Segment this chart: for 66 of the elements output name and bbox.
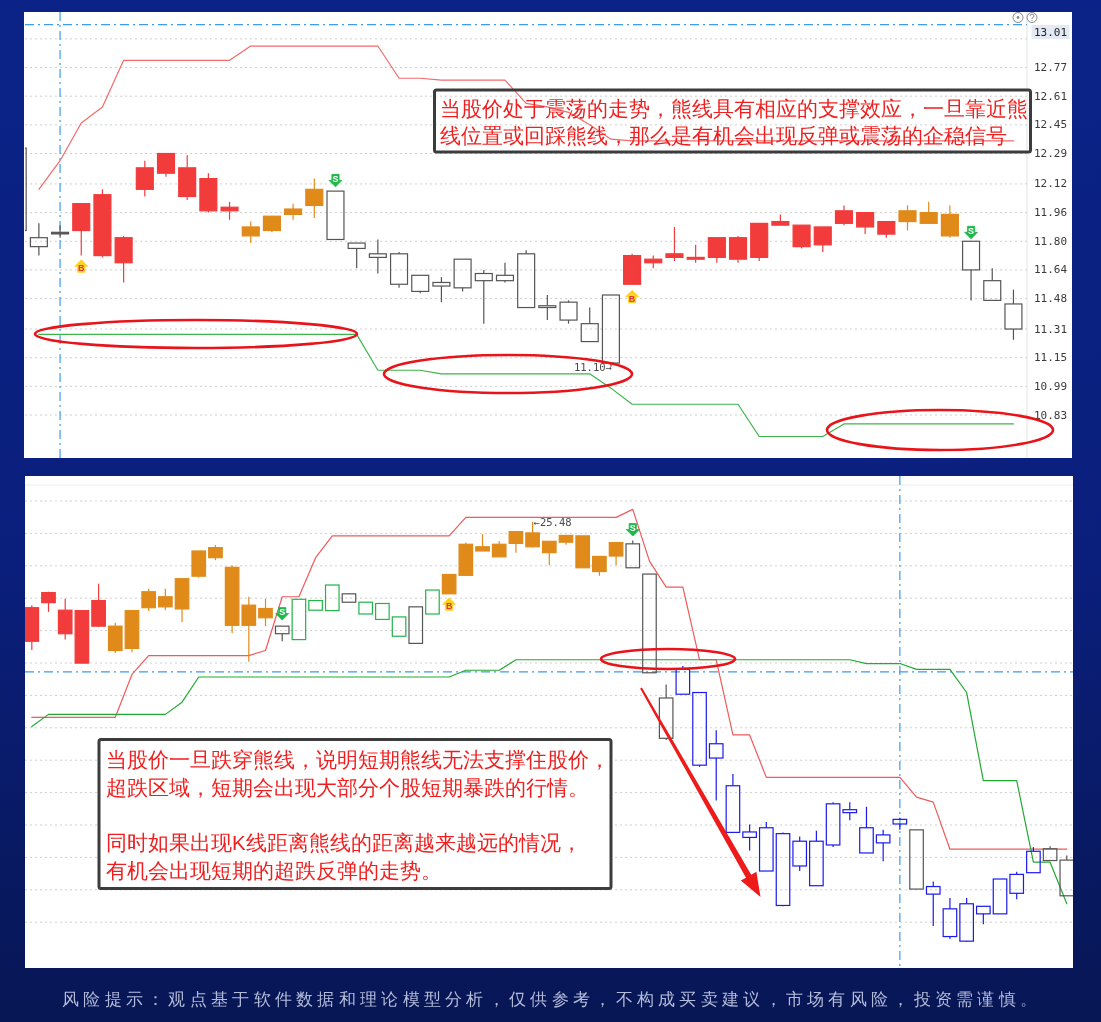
candlestick — [558, 534, 574, 546]
annotation: ←25.48 — [533, 516, 572, 528]
y-tick-label: 11.64 — [1033, 263, 1068, 277]
candlestick — [375, 602, 390, 621]
candlestick — [508, 531, 524, 554]
series-label: B — [445, 601, 453, 612]
y-tick-label: 11.15 — [1033, 351, 1068, 365]
candlestick — [961, 240, 981, 301]
candlestick — [909, 829, 924, 890]
y-tick-label: 10.99 — [1033, 379, 1068, 393]
candlestick — [389, 251, 409, 289]
candlestick — [358, 601, 374, 615]
candlestick — [156, 152, 176, 178]
series-label: S — [279, 607, 286, 618]
text: S — [332, 174, 339, 185]
series-label: S — [968, 226, 975, 237]
text: B — [628, 293, 636, 304]
series-label: B — [78, 263, 85, 274]
y-tick-label: 12.12 — [1033, 177, 1068, 191]
candlestick — [347, 242, 366, 269]
y-tick-label: 11.31 — [1033, 322, 1068, 336]
candlestick — [324, 584, 340, 612]
text: 风险提示：观点基于软件数据和理论模型分析，仅供参考，不构成买卖建议，市场有风险，投资需谨慎。 — [62, 990, 1037, 1009]
candlestick — [942, 897, 958, 940]
candlestick — [391, 616, 407, 637]
candlestick — [642, 573, 657, 674]
candlestick — [50, 224, 70, 239]
candlestick — [72, 203, 91, 257]
candlestick — [495, 262, 515, 284]
y-tick-label: 10.83 — [1033, 408, 1068, 422]
candlestick — [284, 203, 303, 221]
candlestick — [623, 253, 642, 285]
candlestick — [308, 599, 323, 611]
annotation: 当股价一旦跌穿熊线，说明短期熊线无法支撑住股价，超跌区域，短期会出现大部分个股短期暴跌的行情。 — [106, 748, 610, 799]
candlestick — [859, 806, 874, 854]
y-tick-label: 11.96 — [1033, 206, 1068, 220]
y-tick-label: 12.61 — [1033, 89, 1068, 103]
candlestick — [291, 598, 307, 641]
candlestick — [124, 610, 140, 653]
annotation: 11.10→ — [573, 360, 612, 373]
text: S — [629, 523, 636, 534]
candlestick — [992, 878, 1008, 915]
candlestick — [174, 578, 190, 623]
candlestick — [856, 212, 875, 235]
y-tick-label: 12.29 — [1033, 147, 1068, 160]
candlestick — [341, 593, 357, 603]
candlestick — [940, 204, 959, 239]
candlestick — [368, 238, 387, 275]
candlestick — [725, 773, 741, 833]
candlestick — [29, 222, 48, 257]
candlestick — [408, 606, 424, 644]
candlestick — [262, 215, 281, 233]
candlestick — [728, 235, 748, 264]
annotation: 同时如果出现K线距离熊线的距离越来越远的情况，有机会出现短期的超跌反弹的走势。 — [106, 831, 582, 882]
candlestick — [575, 535, 591, 569]
y-tick-label: 11.80 — [1033, 234, 1068, 248]
y-tick-label: 11.48 — [1033, 292, 1068, 306]
y-tick-label: 12.77 — [1033, 61, 1068, 75]
candlestick — [834, 204, 854, 226]
y-tick-label: 12.45 — [1033, 118, 1068, 132]
line-series — [38, 333, 1015, 438]
candlestick — [425, 589, 440, 615]
candlestick — [326, 190, 345, 241]
candlestick — [608, 541, 624, 566]
ref-line-label: 13.01 — [1033, 25, 1068, 39]
candlestick — [892, 817, 908, 831]
